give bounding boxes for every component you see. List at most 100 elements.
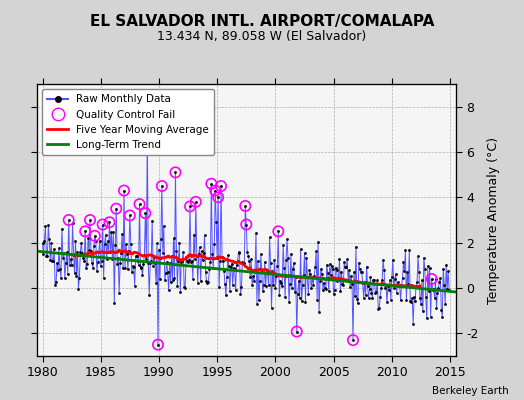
Point	[69, 252, 78, 258]
Point	[242, 221, 250, 228]
Point	[422, 294, 430, 300]
Point	[145, 292, 154, 298]
Point	[71, 238, 80, 244]
Point	[398, 275, 407, 282]
Point	[365, 286, 374, 292]
Point	[219, 258, 227, 264]
Point	[191, 255, 199, 262]
Point	[406, 298, 414, 304]
Point	[310, 273, 319, 280]
Point	[82, 265, 90, 272]
Point	[405, 247, 413, 254]
Point	[130, 282, 139, 289]
Point	[58, 226, 66, 232]
Point	[267, 305, 276, 312]
Point	[155, 246, 163, 253]
Point	[286, 281, 294, 287]
Point	[97, 258, 106, 264]
Point	[192, 199, 200, 205]
Y-axis label: Temperature Anomaly (°C): Temperature Anomaly (°C)	[487, 136, 500, 304]
Point	[423, 263, 432, 270]
Point	[60, 250, 68, 256]
Point	[139, 261, 148, 268]
Point	[67, 256, 75, 263]
Point	[159, 250, 167, 257]
Point	[202, 277, 211, 284]
Point	[388, 274, 396, 280]
Point	[48, 257, 57, 264]
Point	[331, 286, 339, 293]
Point	[105, 219, 114, 226]
Point	[196, 278, 205, 284]
Point	[226, 264, 235, 270]
Point	[381, 284, 389, 291]
Point	[165, 287, 173, 294]
Point	[137, 264, 146, 270]
Point	[236, 291, 245, 298]
Point	[141, 210, 149, 216]
Point	[346, 284, 354, 290]
Point	[425, 265, 434, 272]
Point	[43, 253, 51, 259]
Point	[99, 221, 107, 228]
Point	[345, 267, 353, 273]
Point	[325, 261, 334, 268]
Point	[101, 241, 109, 247]
Point	[80, 258, 89, 264]
Point	[235, 250, 244, 256]
Point	[331, 264, 340, 271]
Point	[148, 217, 156, 224]
Point	[403, 269, 411, 276]
Point	[384, 282, 392, 289]
Point	[250, 277, 258, 284]
Point	[133, 253, 141, 260]
Point	[341, 264, 350, 270]
Point	[391, 271, 400, 278]
Point	[181, 285, 189, 291]
Point	[232, 261, 241, 268]
Point	[210, 240, 219, 247]
Point	[350, 269, 358, 275]
Point	[214, 194, 222, 200]
Point	[253, 301, 261, 308]
Point	[389, 256, 397, 263]
Point	[369, 276, 378, 283]
Point	[86, 217, 94, 223]
Point	[349, 337, 357, 343]
Point	[241, 203, 249, 209]
Point	[287, 251, 295, 258]
Point	[279, 242, 287, 248]
Point	[89, 265, 97, 271]
Point	[302, 254, 311, 261]
Point	[120, 187, 128, 194]
Text: EL SALVADOR INTL. AIRPORT/COMALAPA: EL SALVADOR INTL. AIRPORT/COMALAPA	[90, 14, 434, 29]
Point	[111, 242, 119, 248]
Point	[163, 269, 172, 276]
Point	[397, 283, 406, 290]
Point	[100, 275, 108, 281]
Point	[160, 277, 169, 284]
Point	[252, 230, 260, 236]
Point	[357, 269, 365, 275]
Point	[193, 252, 201, 259]
Point	[374, 306, 383, 312]
Point	[303, 274, 312, 280]
Point	[363, 283, 372, 289]
Point	[138, 272, 147, 278]
Point	[183, 258, 191, 264]
Point	[121, 265, 129, 272]
Point	[329, 266, 337, 272]
Point	[412, 282, 420, 289]
Point	[135, 201, 144, 207]
Point	[93, 268, 101, 274]
Point	[39, 251, 48, 257]
Point	[64, 217, 73, 223]
Point	[291, 289, 299, 295]
Point	[266, 260, 275, 266]
Point	[199, 257, 207, 264]
Point	[268, 268, 277, 274]
Point	[255, 297, 263, 304]
Point	[323, 262, 331, 268]
Point	[297, 246, 305, 252]
Point	[265, 282, 273, 288]
